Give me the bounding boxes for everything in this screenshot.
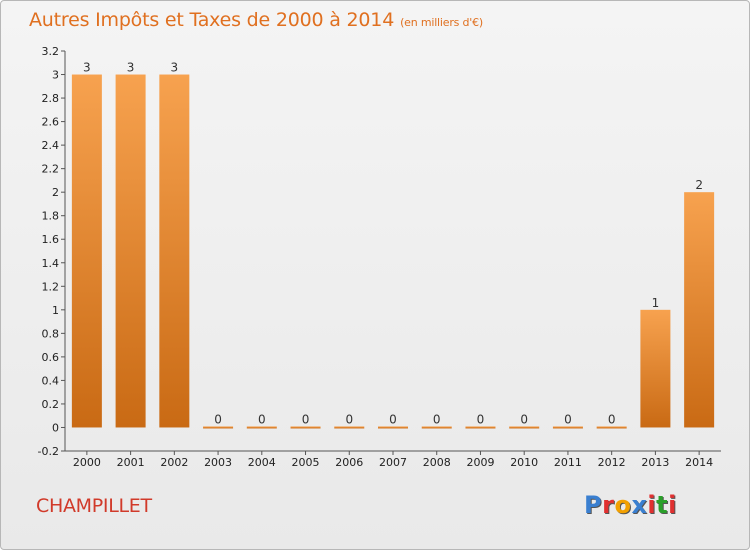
chart-title: Autres Impôts et Taxes de 2000 à 2014 (en… bbox=[29, 9, 483, 31]
logo-letter: x bbox=[631, 491, 648, 519]
bar-2001[interactable] bbox=[115, 74, 146, 428]
y-tick-label: 0.6 bbox=[42, 351, 60, 364]
title-text: Autres Impôts et Taxes de 2000 à 2014 bbox=[29, 9, 395, 31]
bar-2010[interactable] bbox=[509, 426, 540, 429]
bar-2004[interactable] bbox=[246, 426, 277, 429]
y-tick-label: 0.4 bbox=[42, 374, 60, 387]
y-tick-label: -0.2 bbox=[38, 445, 59, 458]
value-label-2011: 0 bbox=[564, 412, 572, 426]
y-tick-label: 2.4 bbox=[42, 139, 60, 152]
value-label-2004: 0 bbox=[258, 412, 266, 426]
y-tick-label: 1.2 bbox=[42, 280, 60, 293]
y-tick-label: 0.2 bbox=[42, 398, 60, 411]
x-tick-label-2008: 2008 bbox=[423, 456, 451, 469]
value-label-2007: 0 bbox=[389, 412, 397, 426]
bar-2014[interactable] bbox=[684, 192, 715, 428]
x-tick-label-2010: 2010 bbox=[510, 456, 538, 469]
x-tick-label-2014: 2014 bbox=[685, 456, 713, 469]
bar-2006[interactable] bbox=[334, 426, 365, 429]
value-label-2000: 3 bbox=[83, 61, 91, 75]
y-tick-label: 2.2 bbox=[42, 163, 60, 176]
x-tick-label-2001: 2001 bbox=[117, 456, 145, 469]
y-tick-label: 2.6 bbox=[42, 116, 60, 129]
x-tick-label-2011: 2011 bbox=[554, 456, 582, 469]
x-tick-label-2009: 2009 bbox=[466, 456, 494, 469]
value-label-2001: 3 bbox=[127, 61, 135, 75]
place-name: CHAMPILLET bbox=[36, 495, 152, 517]
logo-letter: P bbox=[584, 491, 603, 519]
bar-2005[interactable] bbox=[290, 426, 321, 429]
x-tick-label-2000: 2000 bbox=[73, 456, 101, 469]
x-tick-label-2002: 2002 bbox=[160, 456, 188, 469]
y-tick-label: 0.8 bbox=[42, 327, 60, 340]
bar-2007[interactable] bbox=[378, 426, 408, 429]
bar-2003[interactable] bbox=[203, 426, 234, 429]
logo-letter: i bbox=[668, 491, 677, 519]
bar-2011[interactable] bbox=[552, 426, 583, 429]
y-tick-label: 2 bbox=[52, 186, 59, 199]
bar-2012[interactable] bbox=[596, 426, 627, 429]
value-label-2006: 0 bbox=[345, 412, 353, 426]
title-unit: (en milliers d'€) bbox=[400, 16, 483, 29]
y-tick-label: 1.4 bbox=[42, 257, 60, 270]
logo-letter: o bbox=[614, 491, 632, 519]
y-tick-label: 1.6 bbox=[42, 233, 60, 246]
value-label-2002: 3 bbox=[171, 61, 179, 75]
x-tick-label-2004: 2004 bbox=[248, 456, 276, 469]
y-tick-label: 0 bbox=[52, 421, 59, 434]
y-tick-label: 1.8 bbox=[42, 210, 60, 223]
x-tick-label-2013: 2013 bbox=[641, 456, 669, 469]
x-tick-label-2012: 2012 bbox=[598, 456, 626, 469]
y-tick-label: 3.2 bbox=[42, 45, 60, 58]
logo-letter: r bbox=[602, 491, 615, 519]
proxiti-logo[interactable]: Proxiti bbox=[584, 491, 677, 519]
bar-2009[interactable] bbox=[465, 426, 496, 429]
bar-2000[interactable] bbox=[71, 74, 102, 428]
y-tick-label: 2.8 bbox=[42, 92, 60, 105]
value-label-2010: 0 bbox=[520, 412, 528, 426]
value-label-2005: 0 bbox=[302, 412, 310, 426]
bars bbox=[71, 74, 715, 429]
value-label-2009: 0 bbox=[477, 412, 485, 426]
value-label-2003: 0 bbox=[214, 412, 222, 426]
labels: 3 3 3 0 0 0 0 0 0 0 0 0 0 1 2 bbox=[83, 61, 703, 427]
x-tick-label-2007: 2007 bbox=[379, 456, 407, 469]
x-tick-label-2005: 2005 bbox=[292, 456, 320, 469]
axes: -0.2 0 0.2 0.4 0.6 0.8 1 1.2 1.4 1.6 1.8 2 2.2 2.4 2.6… bbox=[38, 45, 721, 469]
bar-2002[interactable] bbox=[159, 74, 190, 428]
x-tick-label-2003: 2003 bbox=[204, 456, 232, 469]
bar-2013[interactable] bbox=[640, 309, 671, 428]
logo-letter: i bbox=[647, 491, 657, 519]
x-tick-label-2006: 2006 bbox=[335, 456, 363, 469]
value-label-2014: 2 bbox=[695, 178, 703, 192]
y-tick-label: 3 bbox=[52, 69, 59, 82]
bar-2008[interactable] bbox=[421, 426, 452, 429]
value-label-2012: 0 bbox=[608, 412, 616, 426]
y-tick-label: 1 bbox=[52, 304, 59, 317]
value-label-2013: 1 bbox=[652, 296, 660, 310]
logo-letter: t bbox=[656, 491, 669, 519]
value-label-2008: 0 bbox=[433, 412, 441, 426]
